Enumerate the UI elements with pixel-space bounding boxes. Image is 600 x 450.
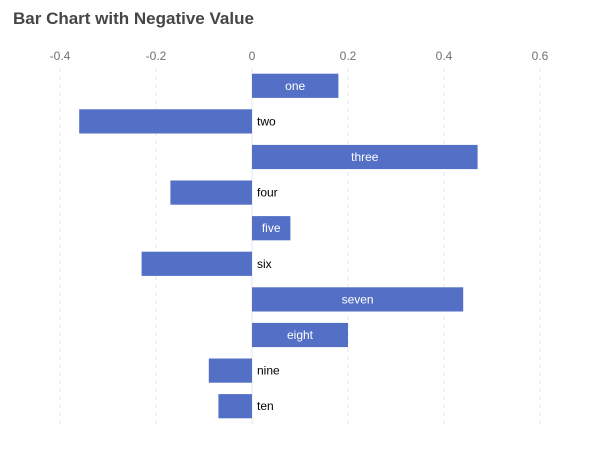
bars — [79, 73, 478, 419]
x-tick-label: 0.4 — [436, 49, 453, 63]
bar-label-one: one — [285, 79, 305, 93]
x-tick-label: -0.4 — [50, 49, 71, 63]
chart-title: Bar Chart with Negative Value — [13, 9, 254, 28]
bar-two — [79, 109, 252, 134]
bar-four — [170, 180, 252, 205]
x-tick-label: 0.2 — [340, 49, 357, 63]
bar-nine — [208, 358, 252, 383]
bar-six — [141, 251, 252, 276]
bar-three — [252, 144, 478, 170]
bar-label-two: two — [257, 114, 276, 128]
bar-label-four: four — [257, 186, 278, 200]
x-tick-label: 0.6 — [532, 49, 549, 63]
bar-label-ten: ten — [257, 399, 274, 413]
x-tick-label: 0 — [249, 49, 256, 63]
bar-label-nine: nine — [257, 364, 280, 378]
bar-label-eight: eight — [287, 328, 314, 342]
x-axis-ticks: -0.4 -0.2 0 0.2 0.4 0.6 — [50, 49, 549, 63]
bar-one — [252, 73, 339, 98]
bar-label-three: three — [351, 150, 379, 164]
bar-ten — [218, 394, 252, 419]
x-tick-label: -0.2 — [146, 49, 167, 63]
bar-seven — [252, 287, 464, 312]
bar-label-six: six — [257, 257, 272, 271]
bar-eight — [252, 322, 348, 348]
bar-label-seven: seven — [342, 292, 374, 306]
bar-label-five: five — [262, 221, 281, 235]
bar-five — [252, 216, 291, 241]
bar-labels: one two three four five six seven eight nine ten — [257, 79, 379, 413]
